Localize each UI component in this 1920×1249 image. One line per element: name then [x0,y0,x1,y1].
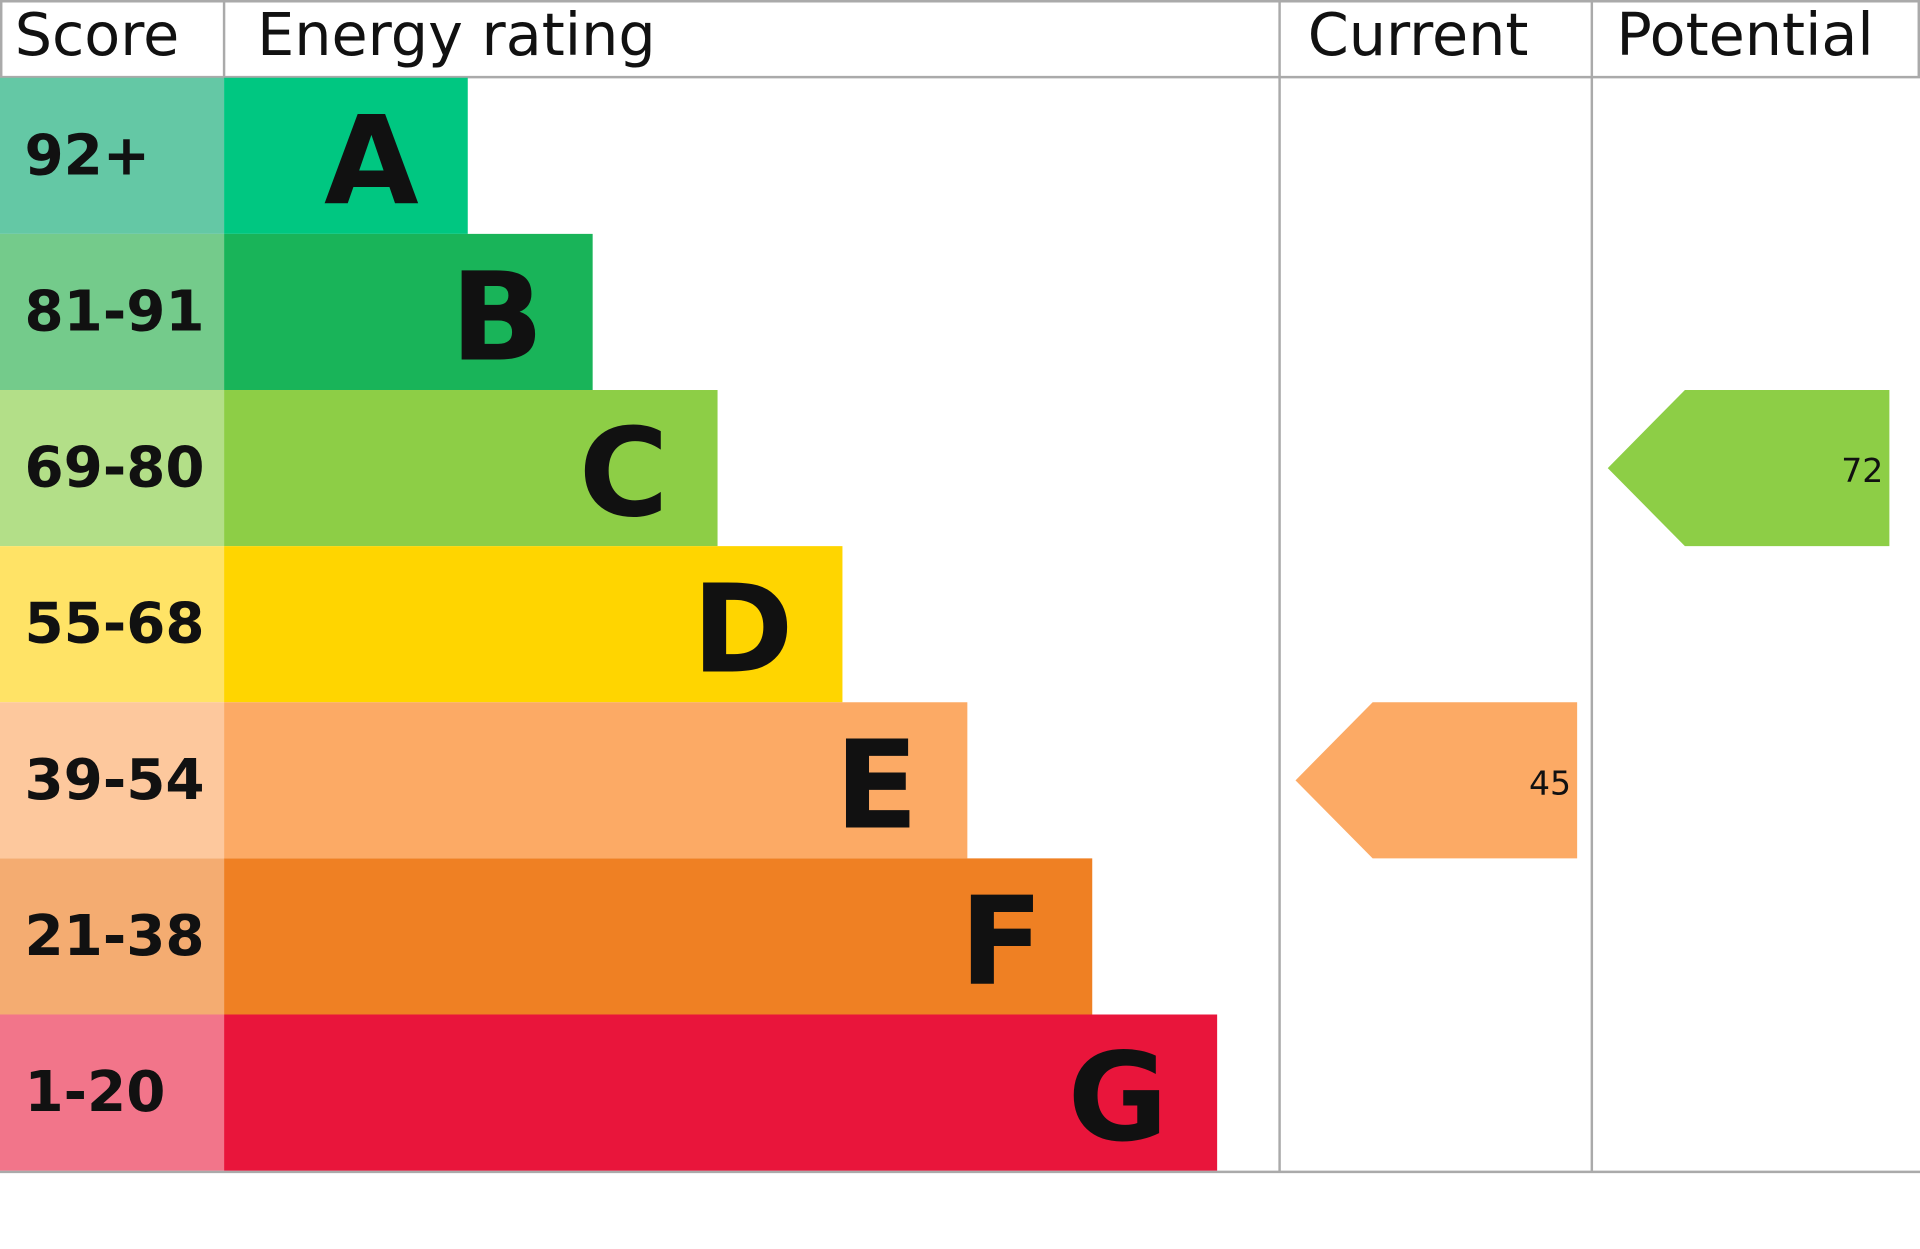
rating-bar [224,702,968,859]
score-range: 92+ [24,123,150,188]
rating-letter: C [579,401,669,544]
rating-letter: G [1068,1026,1169,1169]
score-range: 1-20 [24,1060,165,1125]
header-rating: Energy rating [257,0,656,69]
score-cell [0,233,225,391]
score-cell [0,1014,225,1171]
rating-letter: A [324,89,419,232]
score-cell [0,546,225,703]
rating-letter: E [835,714,919,857]
rating-bar [224,858,1093,1015]
potential-arrow [1607,390,1890,547]
current-arrow [1295,702,1578,859]
score-range: 55-68 [24,592,204,657]
rating-letter: B [450,245,543,388]
rating-bar [224,390,718,547]
current-value: 45 [1529,763,1571,802]
score-range: 69-80 [24,436,204,501]
rating-bar [224,77,468,234]
score-cell [0,390,225,547]
header-potential: Potential [1616,0,1873,69]
score-range: 81-91 [24,279,204,344]
potential-value: 72 [1841,451,1883,490]
header-current: Current [1308,0,1529,69]
score-range: 21-38 [24,904,204,969]
rating-bar [224,1014,1218,1171]
header-score: Score [15,0,180,69]
rating-letter: F [960,870,1044,1013]
rating-letter: D [692,558,794,701]
score-range: 39-54 [24,748,204,813]
rating-bar [224,546,843,703]
score-cell [0,77,225,234]
score-cell [0,858,225,1015]
score-cell [0,702,225,859]
rating-bar [224,233,593,391]
